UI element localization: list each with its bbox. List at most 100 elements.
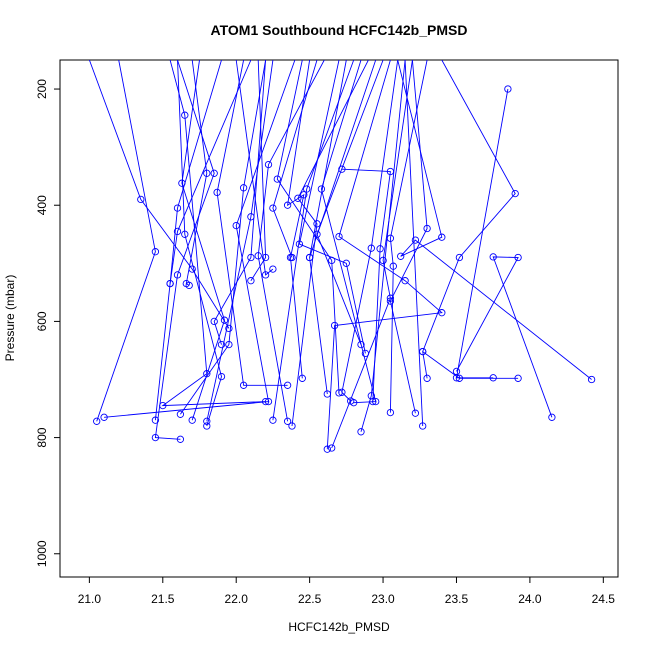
series-line-31 [422,60,519,379]
data-point [210,169,218,177]
x-tick-label: 24.5 [592,592,616,606]
data-point [514,253,522,262]
chart-title: ATOM1 Southbound HCFC142b_PMSD [211,22,468,38]
data-point [313,220,321,228]
data-point [369,397,377,406]
data-point [419,422,427,430]
x-tick-label: 21.5 [151,592,175,606]
data-point [173,204,182,212]
series-line-7 [177,60,222,427]
data-point [330,321,339,330]
series-line-38 [169,60,252,284]
data-point [178,179,186,187]
data-point [181,111,189,119]
x-axis-label: HCFC142b_PMSD [288,620,390,634]
data-point [188,416,196,424]
y-tick-label: 800 [35,427,49,447]
data-point [357,340,365,349]
data-point [232,221,240,230]
series-line-8 [180,60,267,415]
series-line-12 [257,60,325,422]
data-point [225,324,233,333]
data-point [335,232,343,241]
data-point [423,224,431,233]
data-point [185,281,193,290]
data-point [357,428,365,436]
data-point [176,435,185,443]
data-point [151,433,160,442]
data-point [389,262,397,270]
data-point [323,445,331,453]
series-line-22 [331,60,413,449]
data-point [452,374,461,382]
series-line-9 [276,60,340,393]
series-line-35 [455,88,509,379]
data-point [455,253,464,262]
series-line-2 [154,60,222,421]
series-line-18 [298,60,366,354]
data-point [137,195,145,204]
data-point [173,227,182,236]
data-point [411,236,420,244]
data-point [338,388,346,396]
series-line-27 [341,168,391,402]
data-point [210,317,218,326]
data-point [217,340,226,349]
x-tick-label: 24.0 [518,592,542,606]
data-point [181,230,189,238]
data-point [151,416,160,424]
data-point [173,271,182,279]
y-tick-label: 600 [35,311,49,331]
series-line-34 [456,256,553,418]
series-line-32 [397,60,592,380]
data-point [273,175,281,183]
y-axis-label: Pressure (mbar) [3,275,17,362]
data-point [511,189,519,198]
data-point [247,277,255,285]
data-point [283,201,292,209]
data-point [203,422,211,430]
data-point [217,372,226,381]
data-point [587,375,596,384]
data-point [261,253,270,262]
data-point [397,252,405,260]
series-line-30 [389,60,428,414]
data-point [239,381,248,389]
data-point [367,244,375,252]
data-point [261,271,270,279]
data-point [288,253,296,262]
series-line-39 [404,60,424,427]
data-point [548,413,556,421]
data-point [372,397,380,406]
series-line-24 [389,60,428,413]
series-line-0 [88,60,230,329]
y-tick-label: 200 [35,79,49,99]
series-line-26 [326,60,443,450]
data-point [338,165,346,173]
x-tick-label: 22.0 [225,592,249,606]
data-point [213,188,221,197]
data-point [489,374,497,382]
data-point [203,417,211,425]
data-point [514,374,522,382]
series-line-20 [320,60,377,404]
series-line-13 [287,60,311,379]
data-point [269,204,277,212]
series-layer [88,60,596,453]
series-line-25 [360,60,406,432]
data-point [283,417,292,425]
data-point [269,265,277,273]
plot-frame [59,59,619,578]
series-line-23 [309,60,347,258]
data-point [305,253,314,262]
data-point [386,297,395,305]
data-point [225,340,233,349]
x-tick-label: 23.0 [371,592,395,606]
series-line-37 [185,60,208,286]
data-point [298,374,306,382]
series-line-1 [96,60,156,422]
y-axis: 200 400 600 800 1000 [35,79,60,567]
series-line-21 [341,60,399,402]
data-point [93,417,101,425]
y-tick-label: 400 [35,195,49,215]
